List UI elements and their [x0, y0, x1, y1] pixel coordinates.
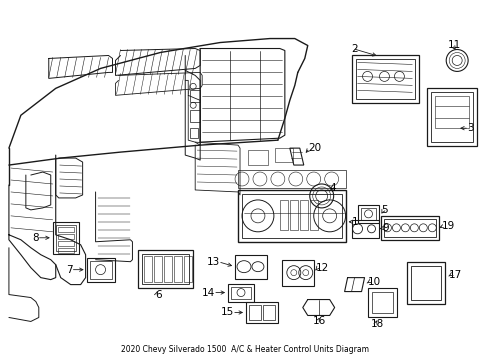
Text: 2: 2 — [351, 44, 358, 54]
Bar — [58, 241, 74, 246]
Bar — [358, 205, 379, 223]
Bar — [249, 305, 261, 320]
Bar — [143, 254, 189, 284]
Bar — [58, 234, 74, 239]
Bar — [174, 256, 182, 282]
Text: 18: 18 — [371, 319, 384, 329]
Bar — [164, 256, 172, 282]
Bar — [190, 110, 200, 122]
Bar — [238, 190, 345, 242]
Bar — [248, 150, 268, 165]
Bar — [290, 200, 298, 230]
Text: 15: 15 — [221, 307, 234, 318]
Bar — [87, 258, 115, 282]
Bar — [427, 88, 477, 146]
Bar — [385, 219, 436, 237]
Text: 17: 17 — [449, 270, 463, 280]
Bar — [300, 200, 308, 230]
Bar — [190, 128, 198, 138]
Bar — [145, 256, 152, 282]
Text: 14: 14 — [202, 288, 215, 298]
Text: 2020 Chevy Silverado 1500  A/C & Heater Control Units Diagram: 2020 Chevy Silverado 1500 A/C & Heater C… — [121, 345, 369, 354]
Text: 11: 11 — [447, 40, 461, 50]
Bar — [228, 284, 254, 302]
Text: 4: 4 — [330, 183, 336, 193]
Text: 1: 1 — [352, 217, 358, 227]
Bar — [431, 92, 473, 142]
Bar — [90, 261, 112, 279]
Bar — [246, 302, 278, 323]
Text: 19: 19 — [442, 221, 456, 231]
Text: 10: 10 — [368, 276, 381, 287]
Bar — [58, 227, 74, 232]
Text: 20: 20 — [308, 143, 321, 153]
Bar — [310, 200, 318, 230]
Text: 12: 12 — [316, 263, 329, 273]
Bar — [190, 90, 200, 102]
Bar — [361, 208, 376, 220]
Text: 7: 7 — [66, 265, 73, 275]
Bar — [352, 220, 379, 238]
Bar — [368, 288, 397, 318]
Bar — [435, 96, 469, 106]
Bar — [356, 59, 416, 99]
Bar — [280, 200, 288, 230]
Bar — [282, 260, 314, 285]
Text: 13: 13 — [207, 257, 220, 267]
Text: 8: 8 — [32, 233, 39, 243]
Text: 16: 16 — [313, 316, 326, 327]
Bar — [435, 118, 469, 128]
Text: 3: 3 — [467, 123, 474, 133]
Bar — [53, 222, 78, 254]
Bar — [138, 250, 193, 288]
Text: 5: 5 — [382, 205, 388, 215]
Bar — [242, 194, 342, 238]
Text: 6: 6 — [155, 289, 162, 300]
Bar — [407, 262, 445, 303]
Bar — [58, 248, 74, 253]
Bar — [371, 292, 393, 314]
Bar — [184, 256, 192, 282]
Bar — [412, 266, 441, 300]
Bar — [235, 255, 267, 279]
Bar — [238, 170, 345, 188]
Bar — [275, 148, 293, 162]
Bar — [352, 55, 419, 103]
Bar — [56, 225, 75, 251]
Bar — [231, 287, 251, 298]
Text: 9: 9 — [383, 223, 389, 233]
Bar — [263, 305, 275, 320]
Bar — [154, 256, 162, 282]
Bar — [382, 216, 439, 240]
